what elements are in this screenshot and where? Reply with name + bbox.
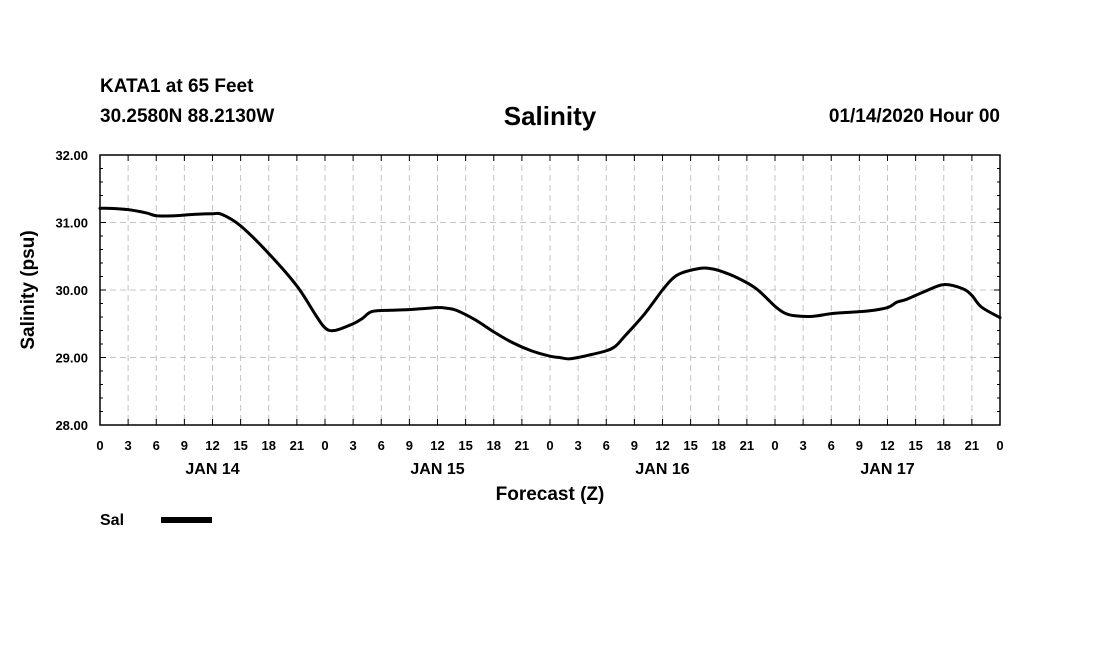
x-tick-label: 0	[546, 438, 553, 453]
x-tick-label: 18	[487, 438, 501, 453]
y-tick-label: 30.00	[55, 283, 88, 298]
x-tick-label: 21	[740, 438, 754, 453]
x-tick-label: 0	[771, 438, 778, 453]
x-tick-label: 15	[908, 438, 922, 453]
series	[98, 206, 1002, 361]
x-tick-label: 21	[965, 438, 979, 453]
x-tick-label: 12	[655, 438, 669, 453]
x-tick-label: 6	[603, 438, 610, 453]
x-tick-label: 18	[937, 438, 951, 453]
series-line-sal	[98, 206, 1002, 361]
x-tick-label: 12	[205, 438, 219, 453]
x-tick-label: 9	[181, 438, 188, 453]
x-tick-label: 6	[378, 438, 385, 453]
y-tick-label: 32.00	[55, 148, 88, 163]
x-tick-label: 9	[856, 438, 863, 453]
y-tick-label: 28.00	[55, 418, 88, 433]
x-tick-label: 6	[153, 438, 160, 453]
x-tick-label: 12	[430, 438, 444, 453]
forecast-run-time: 01/14/2020 Hour 00	[828, 106, 1000, 127]
x-tick-label: 0	[321, 438, 328, 453]
plot-frame	[99, 154, 1001, 426]
x-tick-label: 15	[233, 438, 247, 453]
x-tick-label: 12	[880, 438, 894, 453]
x-tick-label: 21	[515, 438, 529, 453]
y-axis-title: Salinity (psu)	[18, 230, 39, 349]
x-tick-label: 9	[406, 438, 413, 453]
x-tick-label: 3	[575, 438, 582, 453]
legend-label-sal: Sal	[100, 512, 124, 529]
x-tick-label: 0	[996, 438, 1003, 453]
y-tick-label: 31.00	[55, 216, 88, 231]
station-label: KATA1 at 65 Feet	[100, 76, 254, 97]
x-tick-label: 3	[350, 438, 357, 453]
day-label: JAN 14	[185, 461, 239, 478]
x-tick-label: 0	[96, 438, 103, 453]
y-tick-label: 29.00	[55, 351, 88, 366]
y-tick-labels: 28.00 29.00 30.00 31.00 32.00	[55, 148, 88, 433]
day-label: JAN 17	[860, 461, 914, 478]
x-tick-label: 18	[712, 438, 726, 453]
x-tick-label: 3	[800, 438, 807, 453]
day-label: JAN 16	[635, 461, 689, 478]
grid	[100, 155, 1000, 425]
x-tick-label: 15	[683, 438, 697, 453]
x-tick-label: 21	[290, 438, 304, 453]
chart-title: Salinity	[503, 101, 597, 131]
x-tick-label: 3	[125, 438, 132, 453]
x-axis-title: Forecast (Z)	[496, 484, 605, 505]
x-tick-labels: 0 3 6 9 12 15 18 21 0 3 6 9 12 15 18 21 0 3 6 9 12 15 18 21 0 3 6 9…	[96, 438, 1003, 453]
legend: Sal	[100, 512, 212, 529]
day-labels: JAN 14 JAN 15 JAN 16 JAN 17	[185, 461, 914, 478]
x-tick-label: 6	[828, 438, 835, 453]
x-tick-label: 9	[631, 438, 638, 453]
day-label: JAN 15	[410, 461, 464, 478]
station-coordinates: 30.2580N 88.2130W	[100, 106, 275, 127]
x-tick-label: 18	[262, 438, 276, 453]
x-tick-label: 15	[458, 438, 472, 453]
